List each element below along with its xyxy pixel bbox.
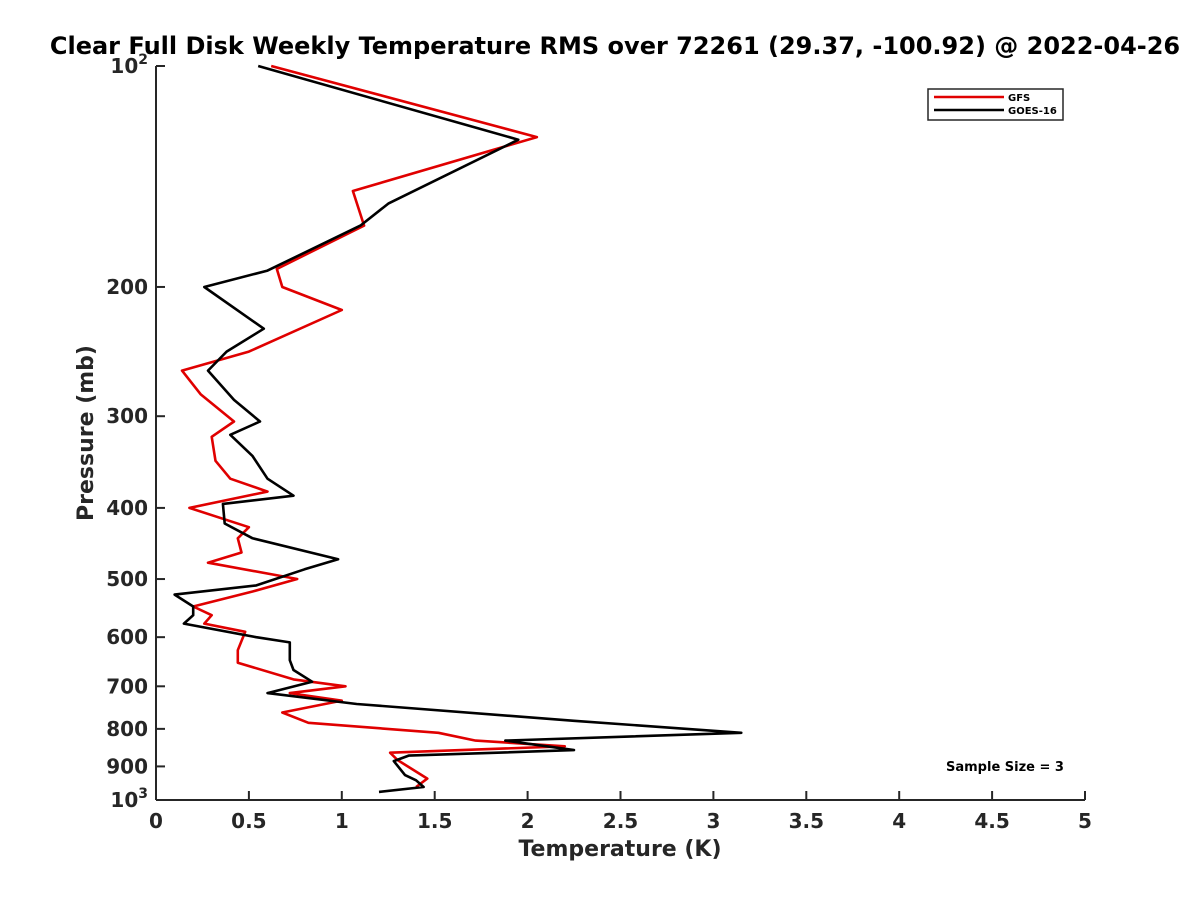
y-tick-label: 600 bbox=[106, 625, 148, 649]
y-tick-label: 200 bbox=[106, 275, 148, 299]
y-ticks: 102 200 300 400 500 600 700 800 900 103 bbox=[106, 52, 165, 812]
series-line-goes16 bbox=[173, 64, 743, 794]
legend-label-gfs: GFS bbox=[1008, 93, 1030, 104]
y-tick-label: 500 bbox=[106, 567, 148, 591]
y-tick-label: 800 bbox=[106, 717, 148, 741]
x-tick-label: 4 bbox=[892, 809, 906, 833]
x-tick-label: 5 bbox=[1078, 809, 1092, 833]
legend: GFS GOES-16 bbox=[927, 88, 1064, 121]
y-tick-label: 900 bbox=[106, 754, 148, 778]
y-tick-label: 300 bbox=[106, 404, 148, 428]
plot-lines bbox=[173, 64, 743, 794]
x-tick-label: 3 bbox=[706, 809, 720, 833]
x-tick-label: 3.5 bbox=[789, 809, 824, 833]
x-tick-label: 1.5 bbox=[417, 809, 452, 833]
x-tick-label: 4.5 bbox=[974, 809, 1009, 833]
y-tick-label: 103 bbox=[110, 786, 148, 812]
x-tick-label: 2.5 bbox=[603, 809, 638, 833]
y-axis-label: Pressure (mb) bbox=[74, 345, 99, 521]
chart-title: Clear Full Disk Weekly Temperature RMS o… bbox=[50, 32, 1180, 60]
x-tick-label: 0.5 bbox=[231, 809, 266, 833]
sample-size-annotation: Sample Size = 3 bbox=[946, 760, 1064, 775]
x-tick-label: 2 bbox=[521, 809, 535, 833]
y-tick-label: 400 bbox=[106, 496, 148, 520]
x-tick-label: 0 bbox=[149, 809, 163, 833]
y-tick-label: 700 bbox=[106, 674, 148, 698]
x-ticks: 0 0.5 1 1.5 2 2.5 3 3.5 4 4.5 5 bbox=[149, 791, 1092, 833]
x-axis-label: Temperature (K) bbox=[518, 837, 721, 862]
legend-label-goes16: GOES-16 bbox=[1008, 106, 1057, 117]
y-tick-label: 102 bbox=[110, 52, 148, 78]
series-line-gfs bbox=[180, 64, 567, 789]
x-tick-label: 1 bbox=[335, 809, 349, 833]
legend-box bbox=[927, 88, 1064, 121]
